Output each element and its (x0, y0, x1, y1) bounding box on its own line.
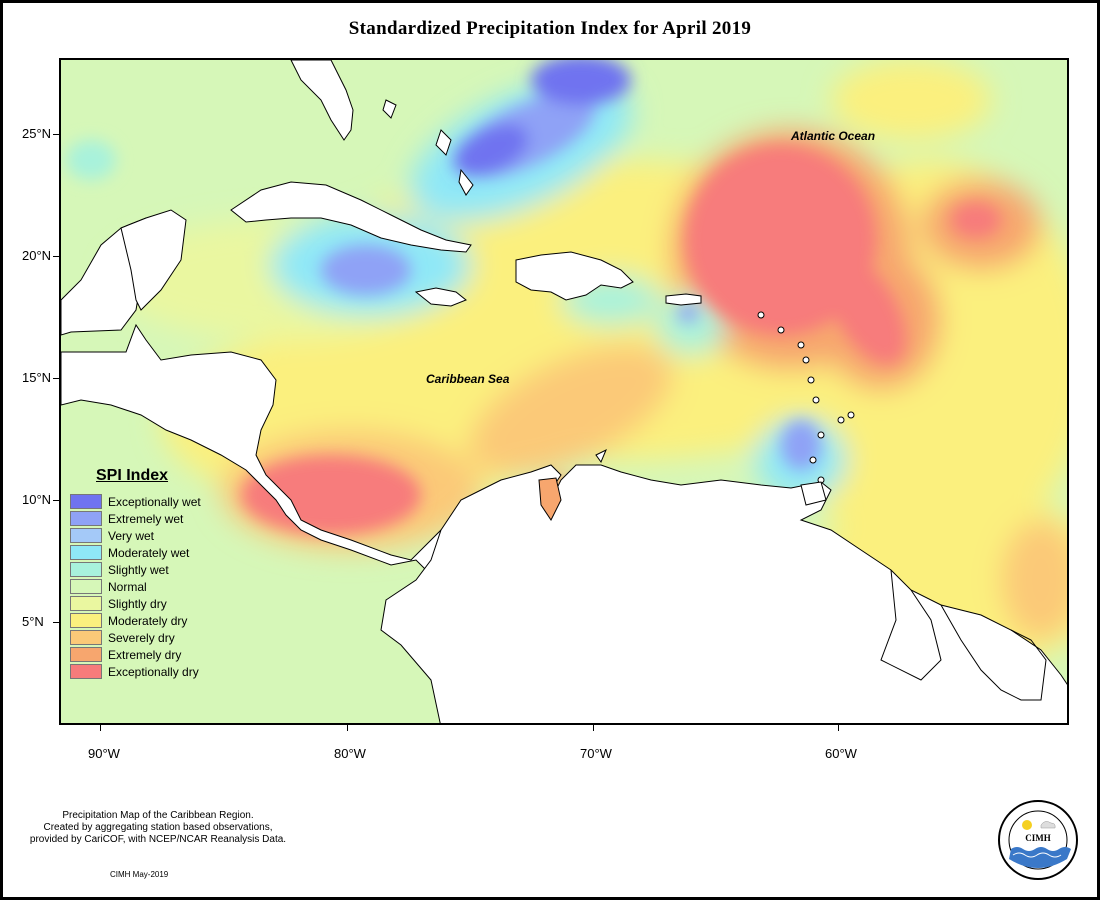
cimh-logo: CIMH (998, 800, 1078, 880)
legend-swatch (70, 511, 102, 526)
credit-text: Precipitation Map of the Caribbean Regio… (8, 810, 308, 846)
legend-item: Extremely wet (70, 510, 201, 527)
lon-tick (100, 725, 101, 731)
legend-item: Slightly dry (70, 595, 201, 612)
lat-tick (53, 134, 59, 135)
lat-label-20: 20°N (22, 248, 52, 263)
lat-label-15: 15°N (22, 370, 52, 385)
legend-label: Slightly dry (108, 596, 167, 611)
legend-item: Moderately wet (70, 544, 201, 561)
lat-tick (53, 622, 59, 623)
map-area: Atlantic Ocean Caribbean Sea (59, 58, 1069, 725)
legend-swatch (70, 613, 102, 628)
legend-swatch (70, 494, 102, 509)
caribbean-label: Caribbean Sea (426, 372, 510, 386)
date-stamp: CIMH May-2019 (110, 870, 169, 879)
legend-label: Slightly wet (108, 562, 169, 577)
lat-tick (53, 256, 59, 257)
legend-label: Extremely wet (108, 511, 184, 526)
lon-tick (593, 725, 594, 731)
legend-title: SPI Index (96, 467, 169, 484)
lat-label-25: 25°N (22, 126, 52, 141)
lon-tick (347, 725, 348, 731)
legend-swatch (70, 579, 102, 594)
legend-swatch (70, 630, 102, 645)
legend-item: Normal (70, 578, 201, 595)
lon-label-80: 80°W (334, 746, 366, 761)
legend-rows: Exceptionally wet Extremely wet Very wet Mo… (70, 493, 201, 680)
lat-tick (53, 378, 59, 379)
lat-label-5: 5°N (22, 614, 44, 629)
logo-text: CIMH (1025, 833, 1051, 843)
map-title: Standardized Precipitation Index for Apr… (348, 18, 752, 39)
legend-item: Exceptionally wet (70, 493, 201, 510)
atlantic-label: Atlantic Ocean (790, 129, 875, 143)
legend-item: Severely dry (70, 629, 201, 646)
legend-item: Moderately dry (70, 612, 201, 629)
credit-line: Precipitation Map of the Caribbean Regio… (62, 810, 254, 821)
lat-tick (53, 500, 59, 501)
lon-label-70: 70°W (580, 746, 612, 761)
legend-label: Severely dry (108, 630, 175, 645)
spi-map: Atlantic Ocean Caribbean Sea (61, 60, 1067, 723)
credit-line: Created by aggregating station based obs… (43, 822, 273, 833)
lon-label-60: 60°W (825, 746, 857, 761)
lon-label-90: 90°W (88, 746, 120, 761)
legend-swatch (70, 647, 102, 662)
legend-label: Exceptionally wet (108, 494, 201, 509)
legend-label: Moderately wet (108, 545, 190, 560)
legend-swatch (70, 528, 102, 543)
legend-label: Exceptionally dry (108, 664, 199, 679)
legend-label: Normal (108, 579, 147, 594)
legend-item: Very wet (70, 527, 201, 544)
legend-label: Very wet (108, 528, 155, 543)
legend-label: Moderately dry (108, 613, 188, 628)
legend-item: Exceptionally dry (70, 663, 201, 680)
land-outlines (61, 60, 1067, 723)
legend-swatch (70, 562, 102, 577)
legend-label: Extremely dry (108, 647, 182, 662)
lon-tick (838, 725, 839, 731)
legend-item: Slightly wet (70, 561, 201, 578)
lat-label-10: 10°N (22, 492, 52, 507)
legend-swatch (70, 545, 102, 560)
legend-swatch (70, 664, 102, 679)
spi-legend: SPI Index Exceptionally wet Extremely wet… (70, 467, 201, 680)
legend-item: Extremely dry (70, 646, 201, 663)
legend-swatch (70, 596, 102, 611)
credit-line: provided by CariCOF, with NCEP/NCAR Rean… (29, 834, 287, 845)
